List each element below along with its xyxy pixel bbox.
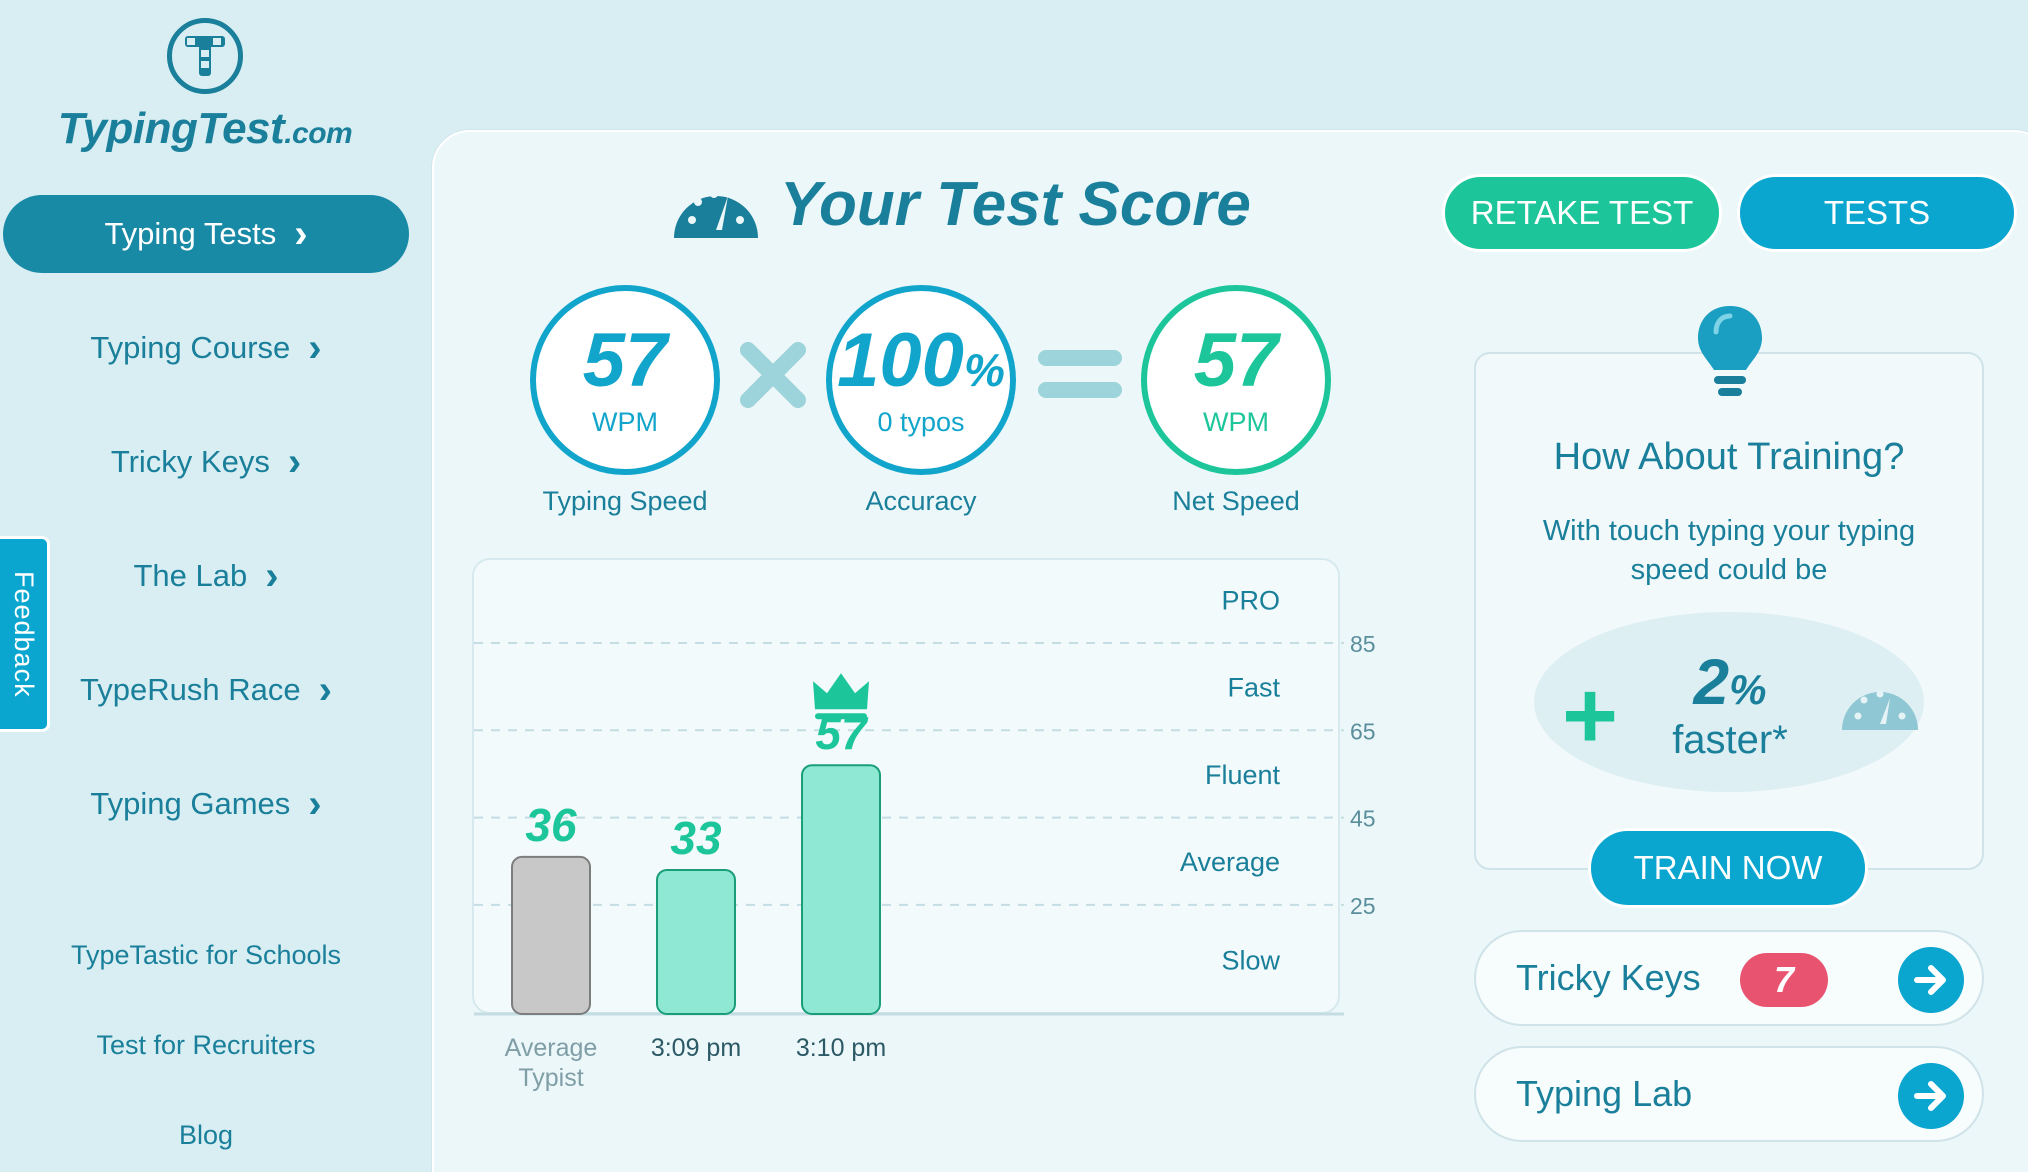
speed-band-label: PRO	[1221, 585, 1280, 615]
net-speed-label: Net Speed	[1172, 486, 1300, 516]
sidebar-item-typing-games[interactable]: Typing Games ›	[0, 765, 412, 843]
chevron-right-icon: ›	[318, 668, 332, 712]
chevron-right-icon: ›	[294, 212, 308, 256]
accuracy-number: 100	[837, 317, 964, 403]
chevron-right-icon: ›	[265, 554, 279, 598]
net-speed-circle: 57 WPM	[1141, 285, 1331, 475]
x-tick-label: Typist	[518, 1064, 583, 1092]
page-title: Your Test Score	[780, 169, 1251, 239]
multiply-icon	[740, 342, 806, 408]
typing-speed-circle: 57 WPM	[530, 285, 720, 475]
sidebar-item-typerush-race[interactable]: TypeRush Race ›	[0, 651, 412, 729]
arrow-right-icon[interactable]	[1898, 947, 1964, 1013]
sidebar-item-tricky-keys[interactable]: Tricky Keys ›	[0, 423, 412, 501]
link-typetastic-schools[interactable]: TypeTastic for Schools	[70, 940, 342, 970]
brand-tld: .com	[284, 117, 353, 150]
link-blog[interactable]: Blog	[178, 1120, 234, 1150]
typing-speed-value: 57	[582, 317, 668, 403]
train-now-button[interactable]: TRAIN NOW	[1588, 828, 1868, 908]
sidebar-item-label: The Lab	[133, 558, 248, 593]
training-text: With touch typing your typing speed coul…	[1542, 515, 1916, 586]
accuracy-circle: 100% 0 typos	[826, 285, 1016, 475]
x-tick-label: 3:09 pm	[651, 1034, 741, 1062]
sidebar-item-typing-tests[interactable]: Typing Tests ›	[3, 195, 409, 273]
accuracy-value: 100%	[837, 322, 1005, 399]
lightbulb-icon	[1698, 306, 1762, 396]
y-tick-label: 65	[1350, 718, 1376, 744]
feedback-label: Feedback	[9, 570, 39, 698]
tricky-keys-label: Tricky Keys	[1516, 957, 1701, 998]
net-speed-value: 57	[1193, 317, 1279, 403]
sidebar-item-label: TypeRush Race	[80, 672, 301, 707]
training-title: How About Training?	[1553, 436, 1905, 478]
chevron-right-icon: ›	[287, 440, 302, 484]
equals-icon	[1038, 350, 1122, 398]
retake-test-button[interactable]: RETAKE TEST	[1442, 174, 1722, 252]
sidebar-item-label: Typing Games	[90, 786, 291, 821]
typing-lab-card[interactable]: Typing Lab	[1474, 1046, 1984, 1142]
accuracy-percent: %	[963, 343, 1005, 396]
speedometer-small-icon	[1842, 690, 1918, 730]
speed-chart: 25 45 65 85 Slow Average Fluent Fast PRO 36 Averag…	[474, 585, 1376, 1092]
sidebar-item-typing-course[interactable]: Typing Course ›	[0, 309, 412, 387]
plus-icon: +	[1562, 662, 1619, 769]
speed-chart-card	[472, 558, 1340, 1014]
sidebar-item-label: Typing Tests	[104, 216, 277, 251]
link-test-recruiters[interactable]: Test for Recruiters	[96, 1030, 316, 1060]
chevron-right-icon: ›	[308, 782, 322, 826]
crown-icon	[813, 673, 869, 710]
accuracy-typos: 0 typos	[877, 406, 965, 437]
sidebar-item-label: Typing Course	[90, 330, 291, 365]
logo-text: TypingTest.com	[55, 104, 355, 154]
logo-icon	[167, 18, 243, 94]
x-tick-label: Average	[505, 1034, 598, 1062]
speed-band-label: Slow	[1221, 945, 1280, 975]
net-speed-unit: WPM	[1203, 406, 1269, 437]
bar-value-label: 33	[670, 812, 722, 864]
x-tick-label: 3:10 pm	[796, 1034, 886, 1062]
speedup-unit: %	[1729, 666, 1767, 713]
chart-bar	[801, 764, 881, 1015]
sidebar-item-label: Tricky Keys	[110, 444, 270, 479]
brand-name: TypingTest	[57, 104, 285, 153]
speed-band-label: Average	[1180, 847, 1280, 877]
arrow-right-icon[interactable]	[1898, 1063, 1964, 1129]
sidebar-item-the-lab[interactable]: The Lab ›	[0, 537, 412, 615]
y-tick-label: 45	[1350, 806, 1376, 832]
speedup-faster: faster*	[1672, 718, 1788, 762]
logo[interactable]: TypingTest.com	[55, 18, 355, 154]
score-header: Your Test Score	[670, 168, 1251, 240]
training-card	[1474, 352, 1984, 870]
typing-lab-label: Typing Lab	[1516, 1073, 1693, 1114]
speedup-number: 2	[1693, 646, 1730, 718]
speed-band-label: Fluent	[1205, 760, 1281, 790]
y-tick-label: 25	[1350, 893, 1376, 919]
feedback-tab[interactable]: Feedback	[0, 536, 50, 732]
speedup-percent: 2%	[1650, 650, 1810, 714]
typing-speed-unit: WPM	[592, 406, 658, 437]
bar-value-label: 36	[525, 799, 577, 851]
tricky-keys-badge: 7	[1740, 953, 1828, 1007]
speedometer-icon	[674, 190, 758, 238]
crown-icon-base	[815, 713, 867, 720]
chart-bar	[511, 855, 591, 1015]
speed-band-label: Fast	[1227, 673, 1280, 703]
sidebar-nav: Typing Tests › Typing Course › Tricky Ke…	[0, 195, 412, 879]
y-tick-label: 85	[1350, 631, 1376, 657]
tests-button[interactable]: TESTS	[1737, 174, 2017, 252]
typing-speed-label: Typing Speed	[542, 486, 708, 516]
accuracy-label: Accuracy	[865, 486, 977, 516]
chevron-right-icon: ›	[308, 326, 322, 370]
chart-bar	[656, 868, 736, 1015]
tricky-keys-card[interactable]: Tricky Keys 7	[1474, 930, 1984, 1026]
